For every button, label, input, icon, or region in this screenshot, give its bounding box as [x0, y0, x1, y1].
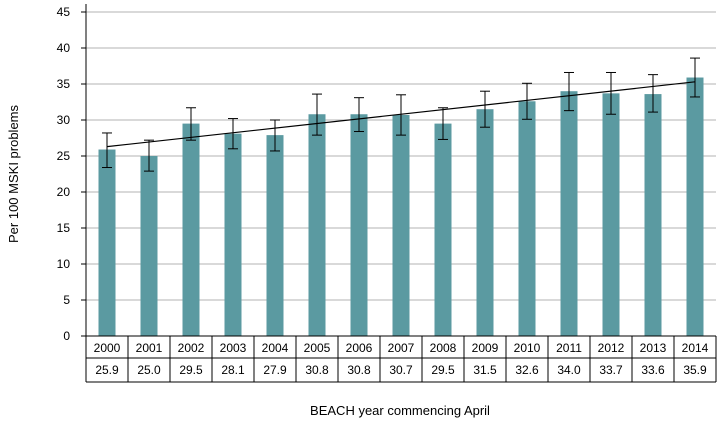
data-value-label: 29.5 [431, 363, 455, 377]
data-table: 2000 25.9 2001 25.0 2002 29.5 2003 28.1 2004 27.9… [85, 335, 717, 383]
x-tick-label: 2011 [556, 341, 582, 355]
x-tick-label: 2010 [514, 341, 541, 355]
y-tick-label: 5 [63, 293, 70, 307]
data-value-label: 28.1 [221, 363, 245, 377]
y-tick-label: 40 [57, 41, 71, 55]
data-value-label: 34.0 [557, 363, 581, 377]
x-tick-label: 2007 [388, 341, 415, 355]
bar [560, 91, 578, 336]
x-tick-label: 2013 [640, 341, 667, 355]
bar [476, 109, 494, 336]
bar [350, 114, 368, 337]
data-value-label: 32.6 [515, 363, 539, 377]
x-tick-label: 2000 [94, 341, 121, 355]
y-tick-label: 35 [57, 77, 71, 91]
bars [98, 77, 704, 337]
x-tick-label: 2009 [472, 341, 499, 355]
data-value-label: 25.0 [137, 363, 161, 377]
data-value-label: 27.9 [263, 363, 287, 377]
data-value-label: 33.6 [641, 363, 665, 377]
data-value-label: 25.9 [95, 363, 119, 377]
y-tick-label: 20 [57, 185, 71, 199]
bar [392, 114, 410, 337]
trendline [106, 81, 696, 148]
y-tick-label: 10 [57, 257, 71, 271]
y-tick-label: 15 [57, 221, 71, 235]
data-value-label: 29.5 [179, 363, 203, 377]
x-tick-label: 2012 [598, 341, 625, 355]
x-tick-label: 2003 [220, 341, 247, 355]
data-value-label: 30.7 [389, 363, 413, 377]
trendline-group [106, 81, 696, 148]
x-tick-label: 2004 [262, 341, 289, 355]
x-tick-label: 2005 [304, 341, 331, 355]
bar [518, 101, 536, 336]
bar [686, 77, 704, 337]
y-tick-labels: 0 5 10 15 20 25 30 35 40 45 [57, 5, 71, 343]
x-tick-label: 2008 [430, 341, 457, 355]
x-tick-label: 2001 [136, 341, 163, 355]
error-bars [102, 57, 700, 172]
axes [81, 4, 87, 337]
data-value-label: 30.8 [347, 363, 371, 377]
bar [266, 135, 284, 336]
bar [434, 123, 452, 336]
data-value-label: 33.7 [599, 363, 623, 377]
y-tick-label: 30 [57, 113, 71, 127]
bar [644, 94, 662, 336]
x-tick-label: 2014 [682, 341, 709, 355]
data-value-label: 30.8 [305, 363, 329, 377]
bar [140, 156, 158, 336]
y-axis-title: Per 100 MSKI problems [6, 105, 21, 244]
x-tick-label: 2002 [178, 341, 205, 355]
bar [602, 93, 620, 336]
data-value-label: 31.5 [473, 363, 497, 377]
bar [182, 123, 200, 336]
y-tick-label: 0 [63, 329, 70, 343]
y-tick-label: 25 [57, 149, 71, 163]
x-tick-label: 2006 [346, 341, 373, 355]
data-value-label: 35.9 [683, 363, 707, 377]
bar [224, 133, 242, 336]
bar [308, 114, 326, 337]
y-tick-label: 45 [57, 5, 71, 19]
bar [98, 149, 116, 336]
x-axis-title: BEACH year commencing April [310, 403, 490, 418]
